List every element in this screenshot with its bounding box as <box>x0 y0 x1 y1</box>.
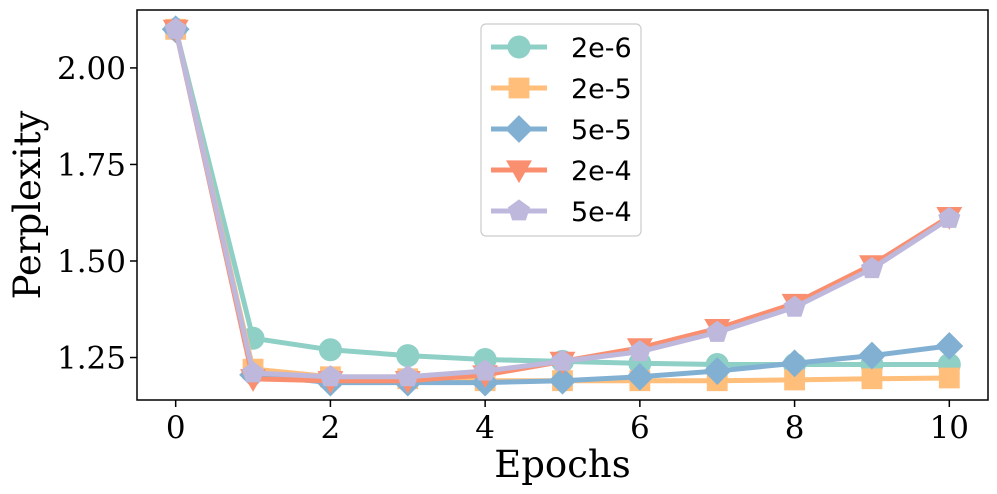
x-tick-label: 6 <box>630 410 650 446</box>
data-point <box>938 367 960 389</box>
x-tick-label: 10 <box>930 410 969 446</box>
legend-item: 5e-4 <box>491 197 632 228</box>
legend-item: 5e-5 <box>491 115 632 146</box>
y-axis-label: Perplexity <box>6 111 49 300</box>
x-tick-label: 0 <box>166 410 186 446</box>
data-point <box>396 365 419 387</box>
data-point <box>783 295 806 317</box>
legend-marker <box>508 77 530 99</box>
data-point <box>860 257 884 279</box>
legend-marker <box>507 35 531 59</box>
legend-box <box>480 23 642 237</box>
legend-marker <box>507 199 531 221</box>
series-5e-4 <box>164 17 961 387</box>
series-layer <box>161 15 964 397</box>
x-axis-label: Epochs <box>494 443 631 486</box>
legend-item: 2e-5 <box>491 74 632 105</box>
data-point <box>703 357 732 385</box>
data-point <box>319 365 342 387</box>
data-point <box>706 320 729 342</box>
data-point <box>935 332 964 360</box>
legend: 2e-6 2e-5 5e-5 2e-4 5e-4 <box>480 23 642 237</box>
data-point <box>938 206 961 228</box>
x-tick-label: 2 <box>321 410 341 446</box>
legend-marker <box>506 160 532 184</box>
data-point <box>241 361 265 383</box>
legend-label: 2e-4 <box>571 156 632 187</box>
y-tick-label: 1.75 <box>57 147 126 183</box>
data-point <box>625 362 654 391</box>
data-point <box>858 341 886 370</box>
legend-label: 5e-4 <box>571 197 632 228</box>
data-point <box>780 349 809 378</box>
plot-frame <box>136 9 989 401</box>
x-axis-ticks: 0 2 4 6 8 10 <box>166 400 969 446</box>
data-point <box>318 338 342 362</box>
x-tick-label: 4 <box>475 410 495 446</box>
legend-marker <box>505 115 533 143</box>
data-point <box>164 17 187 39</box>
data-point <box>474 359 497 381</box>
x-tick-label: 8 <box>785 410 805 446</box>
legend-label: 2e-5 <box>571 74 632 105</box>
data-point <box>628 340 651 362</box>
legend-item: 2e-4 <box>491 156 632 187</box>
legend-label: 2e-6 <box>571 33 632 64</box>
data-point <box>548 366 577 395</box>
data-point <box>551 349 574 371</box>
y-tick-label: 1.50 <box>57 244 126 280</box>
legend-label: 5e-5 <box>571 115 632 146</box>
data-point <box>861 368 883 390</box>
y-axis-ticks: 1.25 1.50 1.75 2.00 <box>57 51 137 377</box>
y-tick-label: 2.00 <box>57 51 126 87</box>
data-point <box>396 344 420 368</box>
legend-item: 2e-6 <box>491 33 632 64</box>
y-tick-label: 1.25 <box>57 341 126 377</box>
